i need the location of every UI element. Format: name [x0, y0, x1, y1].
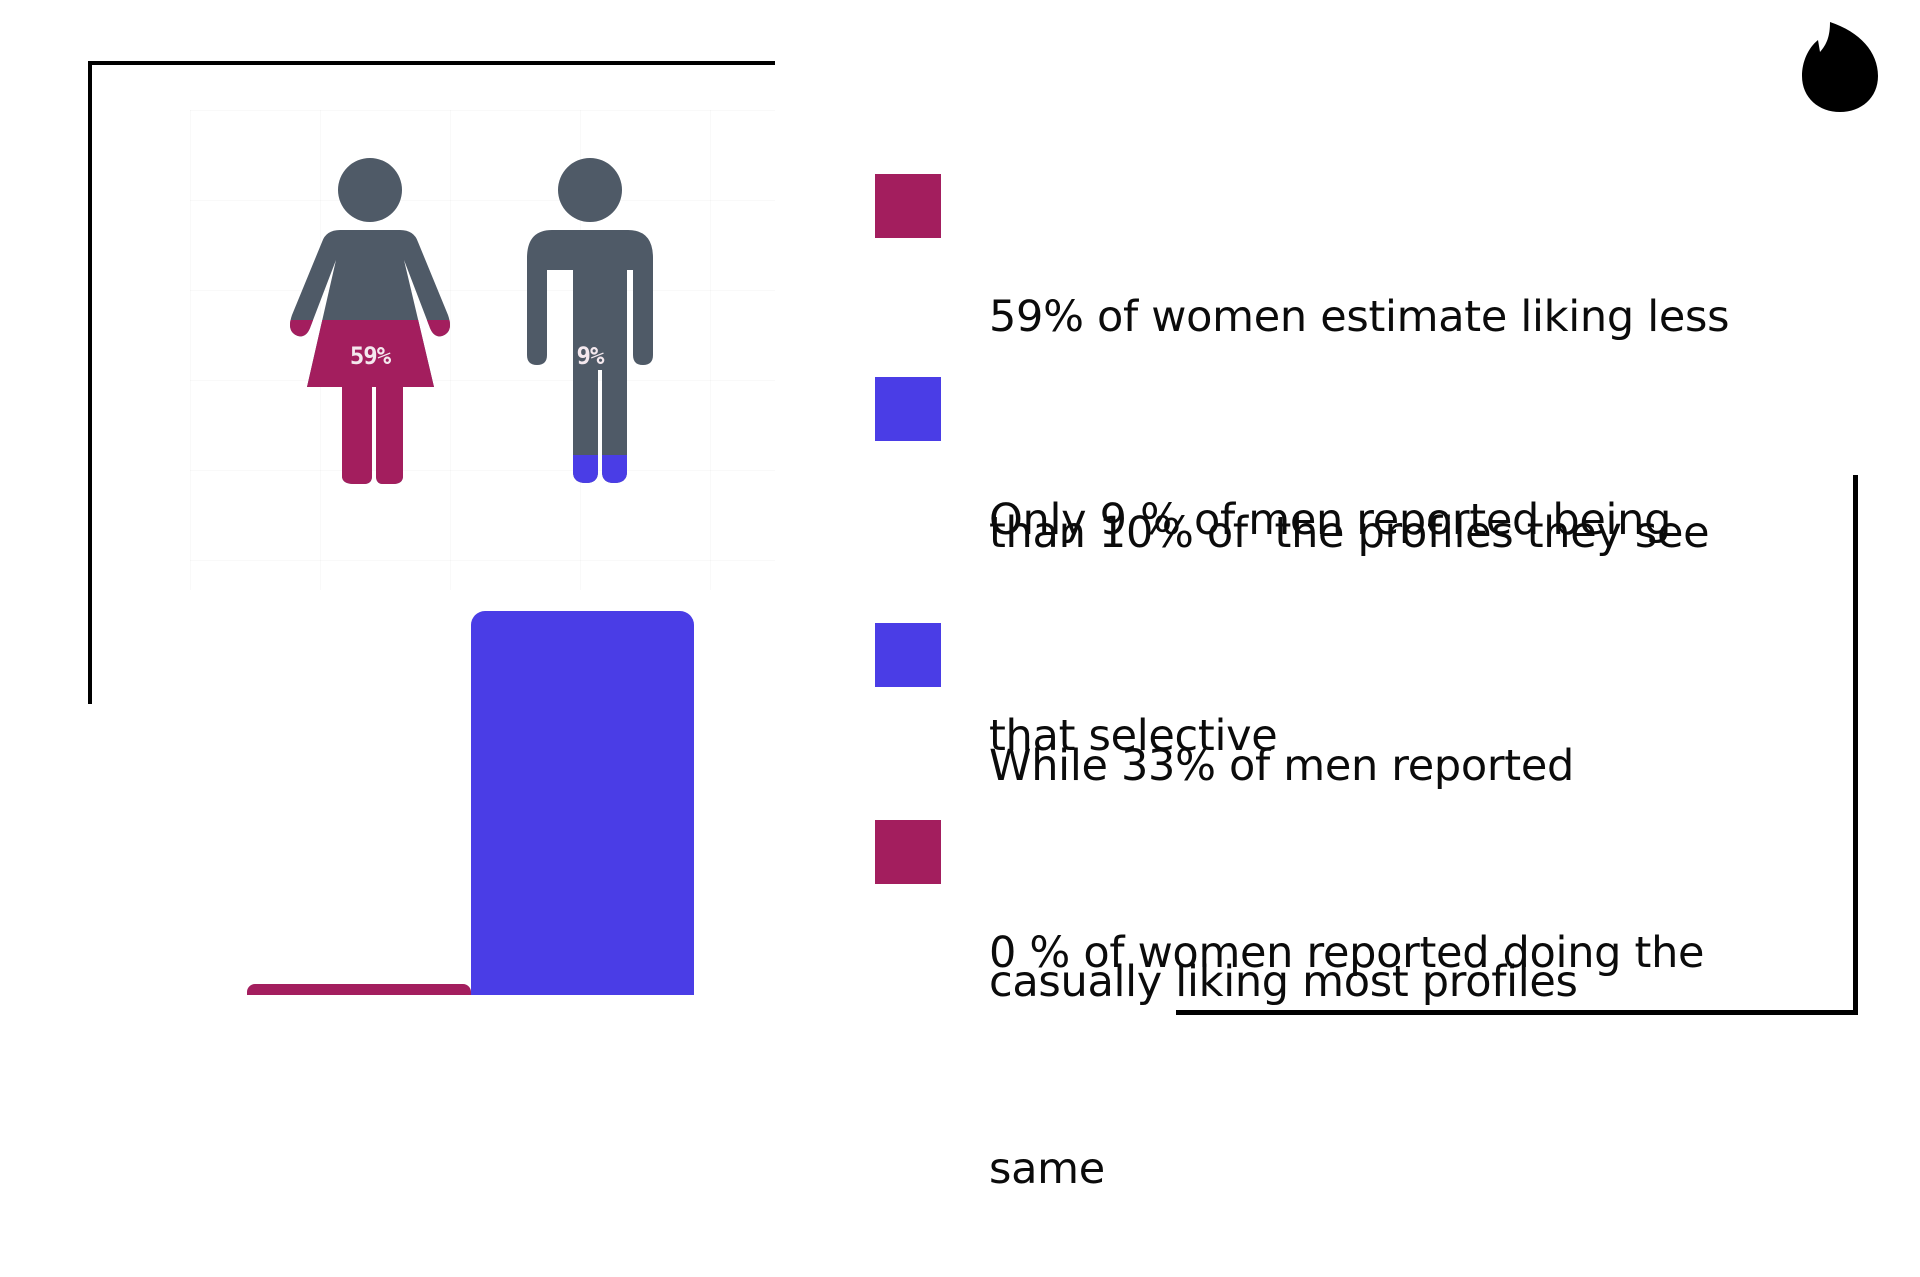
flame-icon	[1800, 22, 1880, 114]
legend-text-men-selective: Only 9 % of men reported being that sele…	[989, 340, 1849, 844]
legend-line: same	[989, 1144, 1105, 1194]
legend-swatch-women-casual	[875, 820, 941, 884]
legend-swatch-men-casual	[875, 623, 941, 687]
legend-text-women-selective: 59% of women estimate liking less than 1…	[989, 137, 1849, 641]
pictogram-infographic: 59% 9%	[190, 110, 775, 590]
frame-bottom-right-vertical	[1853, 475, 1858, 1015]
legend-swatch-women-selective	[875, 174, 941, 238]
legend-line: 0 % of women reported doing the	[989, 928, 1705, 978]
legend-text-women-casual: 0 % of women reported doing the same	[989, 773, 1849, 1277]
men-percent-label: 9%	[576, 342, 605, 370]
legend-line: than 10% of the profiles they see	[989, 508, 1710, 558]
legend-text-men-casual: While 33% of men reported casually likin…	[989, 586, 1849, 1090]
women-percent-label: 59%	[349, 342, 391, 370]
woman-figure-icon	[290, 158, 450, 484]
man-figure-icon	[527, 158, 653, 483]
legend-line: While 33% of men reported	[989, 741, 1574, 791]
women-bar	[247, 984, 471, 995]
frame-top-left-vertical	[88, 61, 92, 704]
pictogram-grid-background	[190, 110, 775, 590]
men-bar	[471, 611, 694, 995]
legend-line: that selective	[989, 711, 1278, 761]
frame-bottom-right-horizontal	[1176, 1010, 1858, 1015]
legend-line: casually liking most profiles	[989, 957, 1578, 1007]
frame-top-left-horizontal	[88, 61, 775, 65]
legend-line: 59% of women estimate liking less	[989, 292, 1730, 342]
legend-line: Only 9 % of men reported being	[989, 495, 1672, 545]
legend-swatch-men-selective	[875, 377, 941, 441]
